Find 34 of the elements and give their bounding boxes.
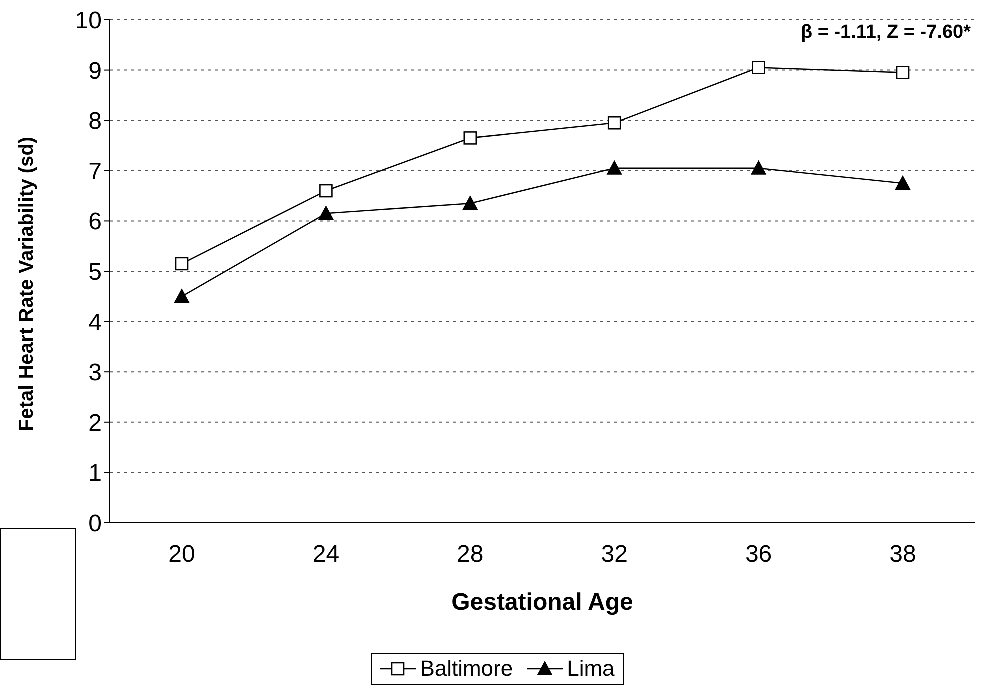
- y-tick-label: 0: [88, 510, 102, 538]
- point: [896, 66, 910, 80]
- y-tick-label: 1: [88, 460, 102, 488]
- point: [175, 257, 189, 271]
- y-tick-label: 2: [88, 410, 102, 437]
- y-tick-label: 4: [88, 309, 102, 336]
- point: [896, 176, 910, 190]
- annotation: β = -1.11, Z = -7.60*: [800, 22, 971, 44]
- point: [318, 206, 334, 220]
- point: [608, 116, 622, 130]
- x-tick-label: 38: [890, 541, 916, 568]
- point: [464, 132, 478, 145]
- point: [320, 184, 333, 198]
- point: [462, 196, 478, 210]
- y-tick-label: 9: [88, 58, 102, 85]
- x-tick-label: 24: [312, 541, 340, 568]
- x-tick-label: 20: [168, 541, 196, 568]
- legend-label: Baltimore: [419, 656, 514, 682]
- x-tick-label: 28: [457, 541, 484, 568]
- y-axis-title: Fetal Heart Rate Variability (sd): [16, 136, 38, 432]
- y-tick-label: 10: [75, 8, 102, 35]
- point: [607, 160, 622, 175]
- point: [752, 61, 766, 74]
- y-tick-label: 6: [88, 208, 102, 236]
- legend-label: Lima: [566, 656, 615, 682]
- y-tick-label: 5: [88, 259, 102, 286]
- x-axis-title: Gestational Age: [452, 589, 634, 616]
- point: [751, 160, 766, 175]
- y-tick-label: 7: [88, 158, 102, 186]
- y-tick-label: 8: [88, 108, 102, 136]
- x-tick-label: 36: [745, 541, 772, 568]
- y-tick-label: 3: [88, 360, 102, 387]
- x-tick-label: 32: [601, 541, 628, 568]
- point: [174, 289, 190, 304]
